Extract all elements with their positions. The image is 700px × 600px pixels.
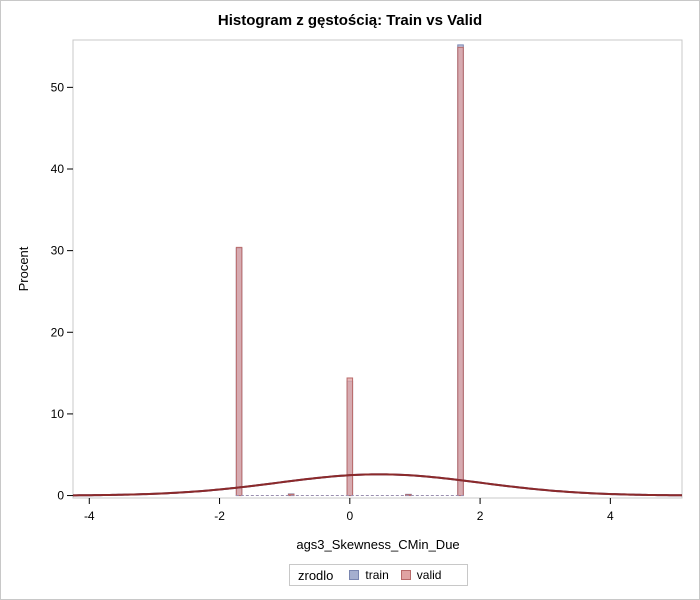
bar-valid bbox=[457, 46, 464, 497]
x-tick-label: 0 bbox=[346, 509, 353, 523]
x-axis-label: ags3_Skewness_CMin_Due bbox=[296, 537, 459, 552]
legend: zrodlo train valid bbox=[289, 564, 468, 586]
legend-label-valid: valid bbox=[416, 568, 442, 582]
legend-item-valid: valid bbox=[400, 568, 442, 582]
y-tick-label: 40 bbox=[51, 162, 65, 176]
legend-title: zrodlo bbox=[298, 567, 334, 583]
histogram-bars bbox=[235, 44, 464, 497]
bar-valid bbox=[346, 377, 354, 497]
legend-item-train: train bbox=[349, 568, 389, 582]
chart-title: Histogram z gęstością: Train vs Valid bbox=[217, 12, 483, 29]
plot-area bbox=[72, 39, 683, 499]
x-tick-label: -4 bbox=[84, 509, 95, 523]
bar-valid bbox=[235, 246, 243, 497]
y-axis: 0 10 20 30 40 50 bbox=[51, 80, 73, 503]
y-axis-label: Procent bbox=[16, 246, 31, 291]
y-tick-label: 10 bbox=[51, 407, 65, 421]
density-curves bbox=[72, 473, 683, 497]
legend-swatch-valid bbox=[400, 570, 411, 580]
legend-label-train: train bbox=[365, 568, 389, 582]
x-axis: -4 -2 0 2 4 bbox=[84, 498, 614, 523]
x-tick-label: 2 bbox=[477, 509, 484, 523]
x-tick-label: 4 bbox=[607, 509, 614, 523]
y-tick-label: 50 bbox=[51, 80, 65, 94]
density-curve bbox=[72, 473, 683, 497]
y-tick-label: 0 bbox=[57, 489, 64, 503]
density-curve bbox=[72, 473, 683, 497]
x-tick-label: -2 bbox=[214, 509, 225, 523]
legend-swatch-train bbox=[349, 570, 360, 580]
y-tick-label: 30 bbox=[51, 244, 65, 258]
y-tick-label: 20 bbox=[51, 325, 65, 339]
